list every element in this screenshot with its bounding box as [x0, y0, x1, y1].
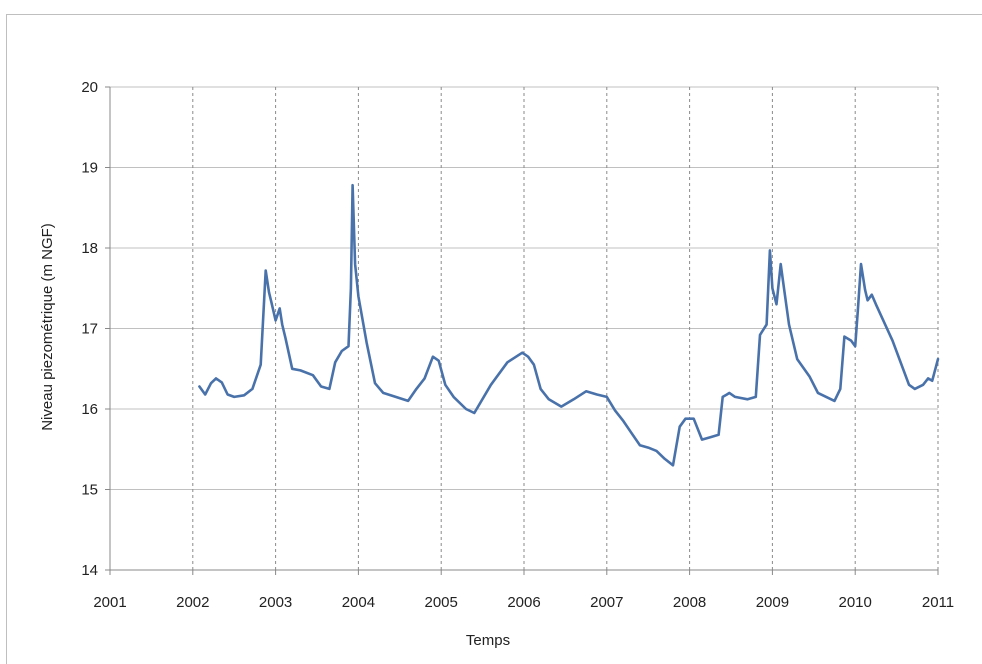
grid-lines	[110, 86, 939, 570]
chart-frame	[6, 14, 982, 664]
x-tick-label: 2005	[425, 594, 458, 611]
axes	[105, 86, 939, 575]
x-tick-label: 2003	[259, 594, 292, 611]
x-tick-label: 2002	[176, 594, 209, 611]
x-tick-label: 2008	[673, 594, 706, 611]
y-tick-label: 18	[81, 240, 98, 257]
x-axis-title: Temps	[466, 632, 510, 649]
x-tick-label: 2007	[590, 594, 623, 611]
x-tick-label: 2011	[922, 594, 954, 611]
y-axis-title: Niveau piezométrique (m NGF)	[39, 223, 56, 431]
x-tick-label: 2006	[507, 594, 540, 611]
y-tick-labels: 14 15 16 17 18 19 20	[81, 79, 98, 579]
x-tick-label: 2009	[756, 594, 789, 611]
data-series	[198, 183, 940, 467]
y-tick-label: 14	[81, 562, 98, 579]
y-tick-label: 15	[81, 482, 98, 499]
series-line	[198, 183, 940, 467]
x-tick-label: 2004	[342, 594, 375, 611]
y-tick-label: 17	[81, 321, 98, 338]
x-tick-labels: 2001 2002 2003 2004 2005 2006 2007 2008 2009 2010…	[93, 594, 954, 611]
y-tick-label: 19	[81, 160, 98, 177]
x-tick-label: 2010	[839, 594, 872, 611]
x-tick-label: 2001	[93, 594, 126, 611]
y-tick-label: 20	[81, 79, 98, 96]
y-tick-label: 16	[81, 401, 98, 418]
